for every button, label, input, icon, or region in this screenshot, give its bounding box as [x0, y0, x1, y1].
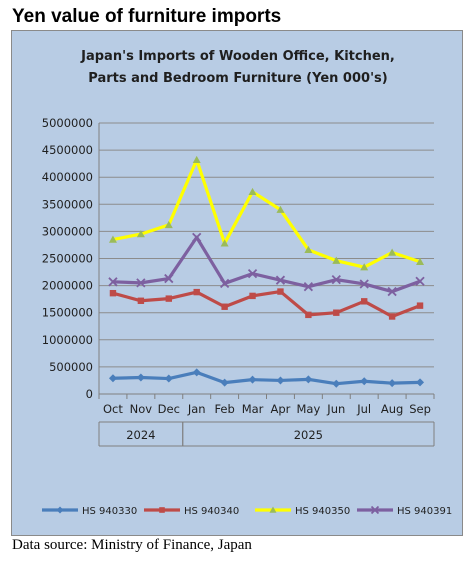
data-point — [136, 278, 146, 288]
data-point — [303, 282, 314, 292]
data-point — [360, 263, 369, 271]
y-tick-label: 500000 — [49, 360, 93, 374]
data-point — [332, 256, 341, 264]
data-point — [331, 275, 341, 285]
y-tick-label: 3000000 — [42, 224, 93, 238]
data-point — [304, 245, 313, 254]
legend-label: HS 940340 — [184, 506, 239, 517]
data-point — [164, 374, 173, 383]
data-point — [333, 309, 340, 316]
data-point — [247, 269, 258, 279]
data-point — [332, 379, 341, 388]
legend-label: HS 940350 — [295, 506, 350, 517]
y-tick-label: 3500000 — [42, 197, 93, 211]
data-point — [387, 286, 397, 297]
data-point — [164, 220, 173, 229]
y-tick-label: 1000000 — [42, 333, 93, 347]
data-source-note: Data source: Ministry of Finance, Japan — [12, 537, 252, 553]
data-point — [193, 288, 200, 296]
legend-label: HS 940330 — [82, 506, 137, 517]
x-tick-label: Aug — [381, 402, 403, 416]
data-point — [136, 373, 145, 382]
data-point — [388, 248, 397, 256]
chart-title-line-1: Japan's Imports of Wooden Office, Kitche… — [81, 49, 395, 64]
data-point — [304, 375, 313, 384]
x-tick-label: Feb — [214, 402, 234, 416]
data-point — [361, 298, 368, 305]
series-line-hs-940350 — [112, 158, 421, 269]
y-tick-label: 2500000 — [42, 252, 93, 266]
data-point — [192, 232, 202, 242]
legend-marker — [269, 506, 277, 513]
data-point — [136, 230, 145, 238]
y-tick-label: 0 — [86, 387, 93, 401]
data-point — [165, 295, 172, 302]
data-point — [219, 278, 230, 289]
x-tick-label: Mar — [242, 402, 264, 416]
year-group-label: 2025 — [294, 428, 323, 442]
data-point — [388, 313, 396, 320]
data-point — [415, 276, 425, 286]
data-point — [388, 379, 397, 388]
data-point — [248, 375, 257, 384]
legend-label: HS 940391 — [397, 506, 452, 517]
data-point — [248, 187, 257, 196]
x-tick-label: Nov — [130, 402, 153, 416]
data-point — [108, 235, 117, 243]
data-point — [221, 303, 228, 310]
data-point — [416, 257, 425, 265]
data-point — [164, 273, 174, 284]
data-point — [220, 239, 229, 247]
x-tick-label: Sep — [409, 402, 431, 416]
x-tick-label: Jan — [187, 402, 206, 416]
y-tick-label: 1500000 — [42, 306, 93, 320]
y-tick-label: 5000000 — [42, 116, 93, 130]
data-point — [137, 297, 145, 304]
data-point — [305, 311, 312, 319]
data-point — [416, 378, 425, 387]
series-line-hs-940391 — [112, 235, 421, 294]
data-point — [359, 279, 369, 289]
legend-marker — [370, 505, 380, 515]
chart-area: Japan's Imports of Wooden Office, Kitche… — [11, 30, 463, 536]
data-point — [192, 368, 201, 377]
legend-marker — [56, 506, 64, 514]
y-tick-label: 2000000 — [42, 279, 93, 293]
legend-marker — [159, 507, 165, 513]
data-point — [249, 292, 256, 300]
data-point — [220, 378, 229, 387]
x-tick-label: May — [296, 402, 320, 416]
data-point — [108, 277, 118, 287]
data-point — [360, 377, 369, 386]
y-tick-label: 4500000 — [42, 143, 93, 157]
data-point — [277, 288, 284, 295]
data-point — [276, 376, 285, 385]
x-tick-label: Apr — [271, 402, 291, 416]
data-point — [192, 155, 201, 164]
line-chart: 0 500000 1000000 1500000 2000000 2500000 30000… — [42, 116, 452, 517]
y-tick-label: 4000000 — [42, 170, 93, 184]
data-point — [109, 289, 117, 297]
data-point — [108, 374, 117, 383]
x-tick-label: Jul — [356, 402, 371, 416]
x-tick-label: Dec — [158, 402, 180, 416]
chart-title-line-2: Parts and Bedroom Furniture (Yen 000's) — [88, 71, 388, 86]
year-group-label: 2024 — [126, 428, 155, 442]
data-point — [416, 302, 424, 309]
data-point — [275, 275, 286, 285]
x-tick-label: Jun — [326, 402, 345, 416]
series-line-hs-940340 — [112, 289, 421, 319]
data-point — [276, 205, 285, 213]
page-title: Yen value of furniture imports — [12, 6, 282, 27]
x-tick-label: Oct — [103, 402, 123, 416]
series-line-hs-940330 — [112, 370, 421, 386]
